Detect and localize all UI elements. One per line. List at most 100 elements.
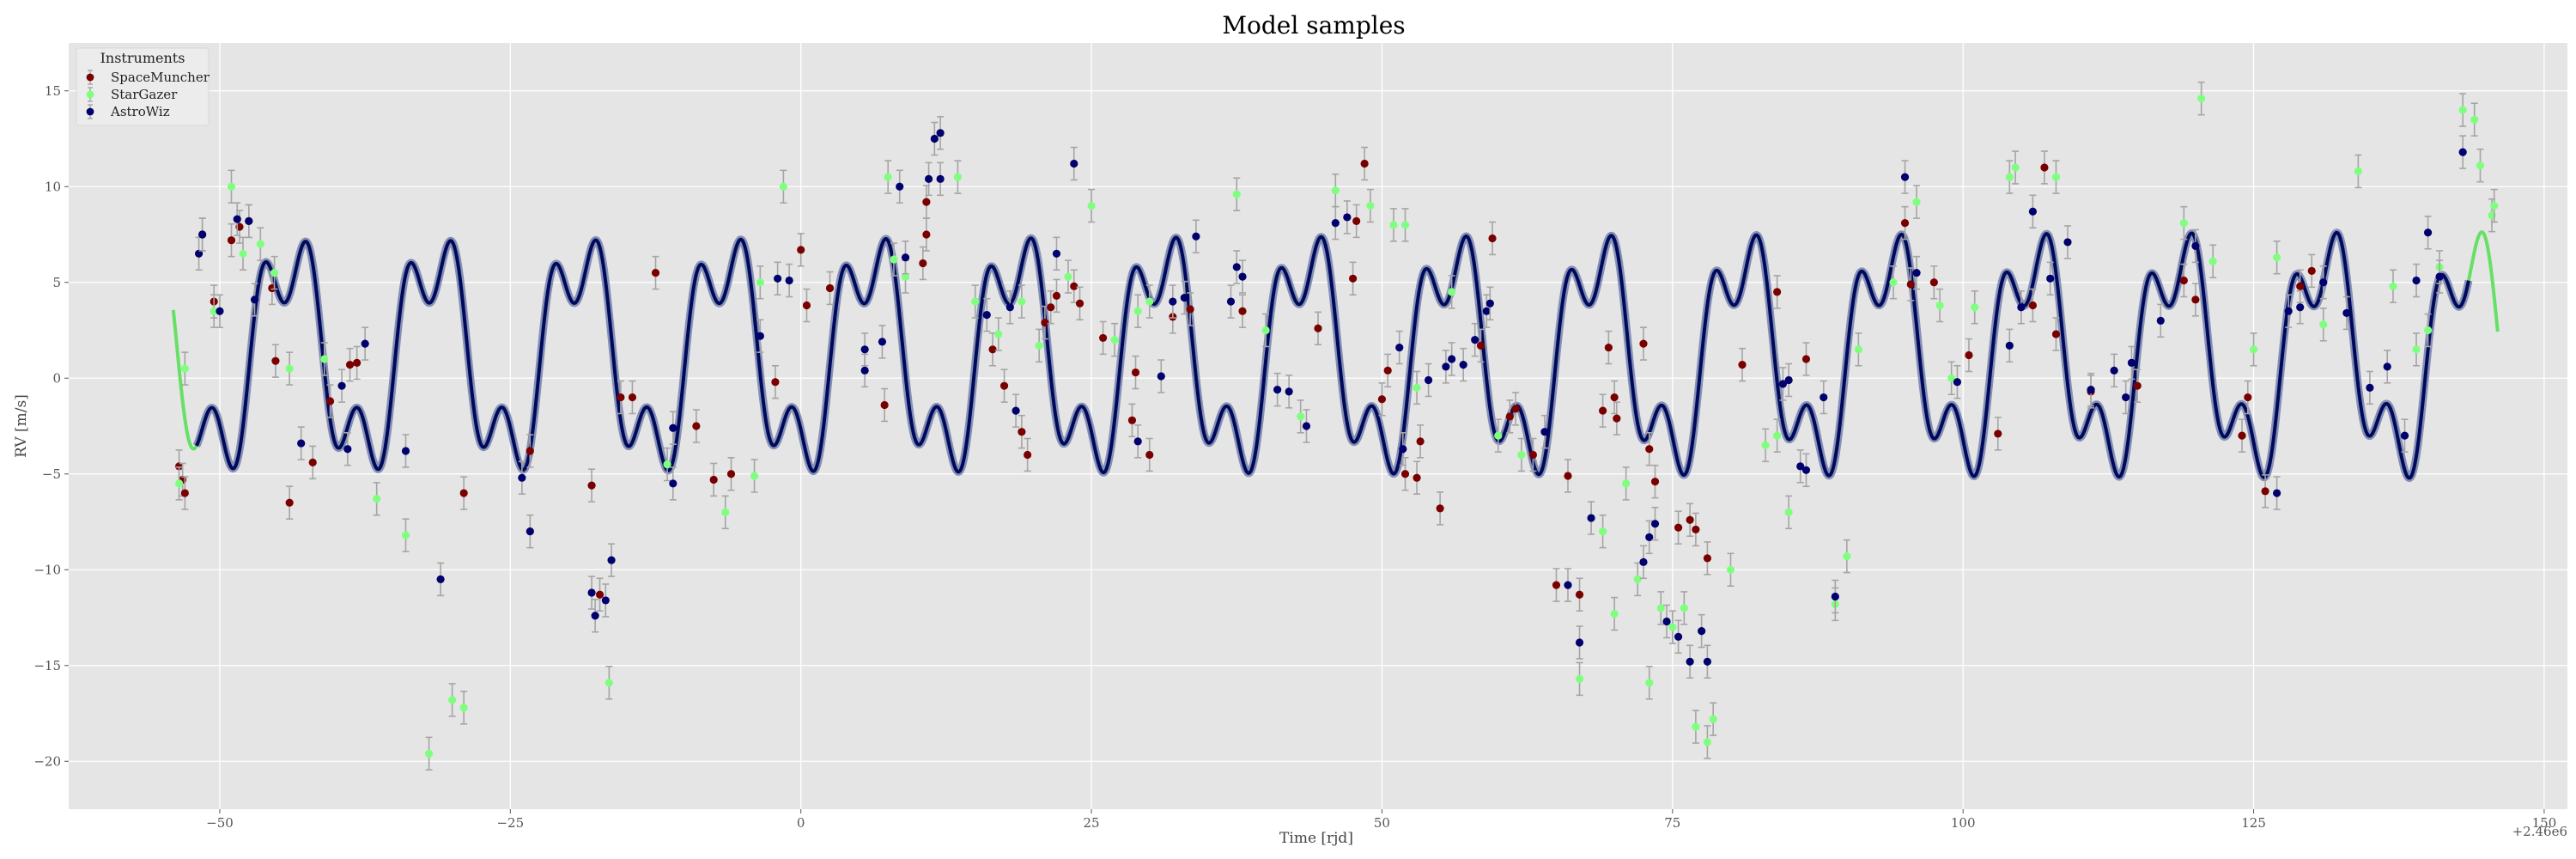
data-point (1070, 282, 1078, 290)
data-point (2342, 308, 2351, 318)
data-point (756, 332, 764, 340)
data-point (1953, 378, 1962, 387)
data-point (1285, 387, 1293, 396)
data-point (1900, 173, 1910, 181)
data-point (1761, 441, 1770, 449)
data-point (1180, 293, 1188, 302)
data-point (285, 498, 294, 507)
data-point (233, 215, 241, 223)
data-point (1552, 581, 1561, 589)
data-point (651, 269, 660, 277)
data-point (1297, 412, 1305, 421)
data-point (1540, 428, 1549, 436)
data-point (860, 366, 869, 375)
data-point (2063, 238, 2072, 247)
data-point (2191, 241, 2200, 250)
data-point (1528, 450, 1537, 460)
data-point (1302, 422, 1311, 430)
data-point (1971, 303, 1979, 312)
data-point (2005, 341, 2014, 350)
data-point (2110, 366, 2118, 375)
data-point (353, 358, 361, 368)
data-point (1436, 504, 1444, 513)
data-point (2017, 303, 2026, 312)
data-point (2458, 106, 2467, 114)
data-point (1645, 679, 1654, 687)
data-point (1343, 213, 1352, 222)
x-tick-label: 100 (1951, 815, 1976, 831)
data-point (297, 439, 306, 448)
data-point (919, 259, 927, 268)
data-point (1604, 343, 1613, 352)
data-point (1488, 234, 1497, 243)
legend: Instruments SpaceMuncher StarGazer AstroWi… (76, 47, 210, 126)
grid-lines (69, 43, 2567, 809)
data-point (587, 588, 596, 597)
data-point (2273, 253, 2281, 262)
data-point (245, 216, 253, 225)
data-point (1564, 472, 1572, 480)
x-axis-offset-label: +2.46e6 (2512, 824, 2567, 839)
data-point (1400, 470, 1410, 478)
data-point (1674, 523, 1683, 532)
data-point (1843, 552, 1851, 561)
data-point (1366, 201, 1375, 210)
data-point (1238, 307, 1247, 315)
data-point (401, 531, 410, 539)
data-point (424, 749, 434, 758)
data-point (1692, 525, 1700, 534)
data-point (1005, 303, 1014, 312)
data-point (1442, 362, 1450, 371)
model-curve (171, 228, 2500, 483)
data-point (2261, 487, 2269, 496)
data-point (1424, 375, 1433, 385)
legend-entry: AstroWiz (86, 104, 170, 119)
data-point (756, 278, 764, 287)
data-point (2208, 257, 2217, 265)
data-point (669, 423, 677, 432)
data-point (250, 295, 259, 304)
data-point (1801, 355, 1811, 363)
data-point (1709, 715, 1717, 723)
data-point (779, 182, 787, 191)
data-point (1232, 190, 1241, 198)
x-tick-label: 0 (797, 815, 805, 831)
data-point (2249, 345, 2258, 354)
data-point (709, 475, 718, 484)
x-tick-label: 150 (2532, 815, 2557, 831)
data-point (953, 173, 963, 181)
data-point (436, 575, 445, 584)
data-point (1889, 278, 1898, 287)
data-point (1703, 657, 1712, 666)
data-point (1459, 361, 1467, 369)
data-point (1622, 479, 1631, 488)
data-point (1778, 380, 1787, 388)
data-point (601, 596, 610, 605)
data-point (1413, 383, 1421, 392)
data-point (1726, 565, 1735, 574)
data-point (802, 301, 811, 310)
data-point (1448, 288, 1456, 296)
data-point (2319, 320, 2328, 329)
data-point (669, 479, 677, 488)
legend-entry: SpaceMuncher (86, 70, 210, 85)
data-point (825, 283, 835, 293)
data-point (526, 527, 534, 536)
data-point (2046, 274, 2055, 283)
data-point (308, 458, 317, 466)
data-point (628, 393, 637, 402)
data-point (2319, 278, 2328, 287)
chart-title: Model samples (1222, 11, 1405, 40)
data-point (1587, 514, 1595, 522)
data-point (1650, 520, 1660, 528)
data-point (2028, 207, 2037, 216)
data-point (2011, 163, 2020, 172)
data-point (1517, 450, 1526, 460)
data-point (901, 253, 910, 262)
data-point (174, 462, 184, 471)
series-SpaceMuncher (174, 146, 2316, 612)
data-point (1784, 375, 1793, 385)
data-point (1099, 333, 1108, 343)
data-point (2244, 393, 2252, 402)
